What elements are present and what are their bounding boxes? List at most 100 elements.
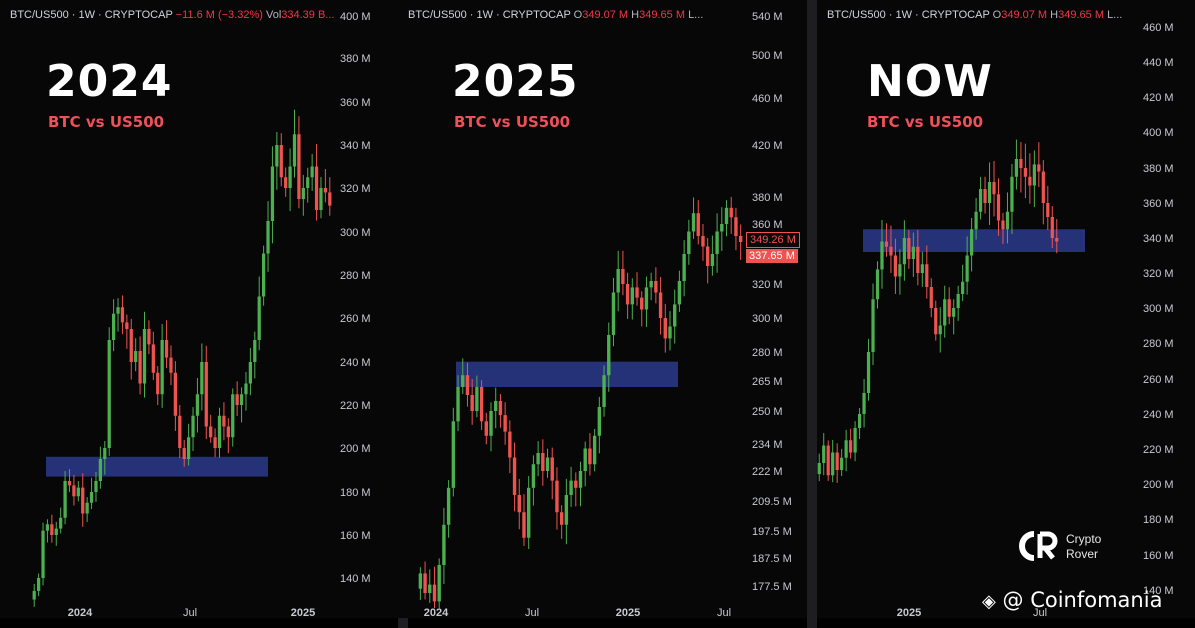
y-tick-label: 187.5 M: [752, 553, 792, 565]
y-tick-label: 280 M: [752, 347, 783, 359]
candle-body: [880, 241, 884, 270]
candle-body: [682, 254, 686, 281]
candle-body: [654, 281, 658, 293]
candle-body: [969, 229, 974, 256]
candle-body: [129, 329, 133, 362]
candle-body: [50, 524, 54, 535]
candle-body: [1023, 168, 1028, 177]
candle-body: [173, 372, 178, 416]
candle-body: [508, 431, 512, 458]
candle-body: [569, 480, 573, 495]
candle-body: [446, 487, 451, 525]
candle-body: [893, 255, 898, 277]
candle-body: [866, 352, 871, 393]
candle-body: [729, 207, 733, 218]
candle-body: [724, 207, 729, 224]
candle-body: [195, 394, 200, 416]
candle-body: [947, 299, 951, 317]
candle-body: [822, 445, 826, 463]
candle-body: [835, 452, 839, 470]
candle-body: [461, 375, 465, 387]
candle-body: [151, 344, 155, 373]
brand-line-2: Rover: [1066, 547, 1099, 561]
y-tick-label: 420 M: [752, 140, 783, 152]
candle-body: [588, 448, 592, 465]
candle-body: [831, 452, 835, 476]
candle-body: [925, 264, 929, 287]
panel-divider: [807, 0, 817, 628]
candle-body: [974, 211, 978, 230]
coinfomania-watermark: ◈ @ Coinfomania: [982, 588, 1162, 612]
candle-body: [239, 394, 244, 405]
candle-body: [41, 530, 45, 578]
y-tick-label: 220 M: [1143, 444, 1174, 456]
candle-body: [494, 401, 498, 411]
y-tick-label: 440 M: [1143, 57, 1174, 69]
candle-body: [938, 325, 942, 335]
subtitle: BTC vs US500: [867, 113, 984, 131]
candle-body: [956, 294, 960, 308]
candle-body: [902, 238, 907, 265]
big-title: 2025: [452, 56, 579, 107]
price-tag-current: 349.26 M: [746, 232, 800, 248]
y-tick-label: 177.5 M: [752, 581, 792, 593]
candle-body: [279, 145, 283, 178]
candle-body: [160, 340, 164, 395]
candle-body: [209, 426, 213, 438]
y-tick-label: 320 M: [752, 279, 783, 291]
candle-body: [625, 284, 630, 305]
candle-body: [1005, 211, 1010, 230]
candle-body: [418, 573, 423, 589]
candle-body: [437, 565, 441, 602]
candle-body: [36, 578, 41, 591]
candle-body: [213, 437, 217, 448]
open-value: 349.07 M: [582, 9, 629, 21]
x-tick-label: 2025: [897, 607, 921, 618]
candle-body: [961, 281, 965, 294]
candle-body: [635, 287, 639, 298]
candle-body: [987, 182, 992, 203]
y-tick-label: 360 M: [340, 97, 371, 109]
candle-body: [226, 426, 230, 438]
candle-body: [583, 448, 587, 471]
candle-body: [301, 188, 305, 199]
candle-body: [134, 351, 138, 362]
candle-body: [857, 414, 862, 428]
crypto-rover-icon: [1019, 531, 1058, 561]
candle-body: [284, 177, 288, 188]
open-value: 349.07 M: [1001, 9, 1048, 21]
candle-body: [536, 453, 540, 465]
y-tick-label: 197.5 M: [752, 526, 792, 538]
big-title: NOW: [867, 56, 993, 107]
candle-body: [164, 340, 169, 358]
candle-body: [559, 512, 564, 525]
candle-body: [701, 236, 705, 247]
candle-body: [178, 415, 182, 448]
candle-body: [853, 428, 857, 453]
candle-body: [107, 340, 111, 448]
candle-body: [442, 524, 446, 565]
candle-body: [621, 269, 625, 284]
candle-body: [235, 394, 239, 405]
candle-body: [484, 421, 488, 436]
y-tick-label: 380 M: [340, 53, 371, 65]
candle-body: [1037, 164, 1041, 172]
candle-body: [275, 145, 279, 167]
candle-body: [1055, 238, 1059, 242]
x-tick-label: 2025: [616, 607, 640, 618]
y-tick-label: 240 M: [340, 357, 371, 369]
watermark-text: @ Coinfomania: [1002, 588, 1163, 612]
candle-body: [734, 217, 738, 236]
candle-body: [89, 492, 94, 503]
candle-body: [456, 387, 460, 422]
y-tick-label: 234 M: [752, 439, 783, 451]
candle-body: [1019, 159, 1023, 168]
y-tick-label: 460 M: [752, 93, 783, 105]
candle-body: [817, 463, 821, 475]
candle-body: [578, 471, 583, 488]
candle-body: [489, 411, 493, 436]
crypto-rover-logo: Crypto Rover: [1018, 530, 1128, 566]
y-tick-label: 200 M: [340, 443, 371, 455]
candle-body: [465, 375, 470, 395]
y-tick-label: 140 M: [1143, 585, 1174, 597]
